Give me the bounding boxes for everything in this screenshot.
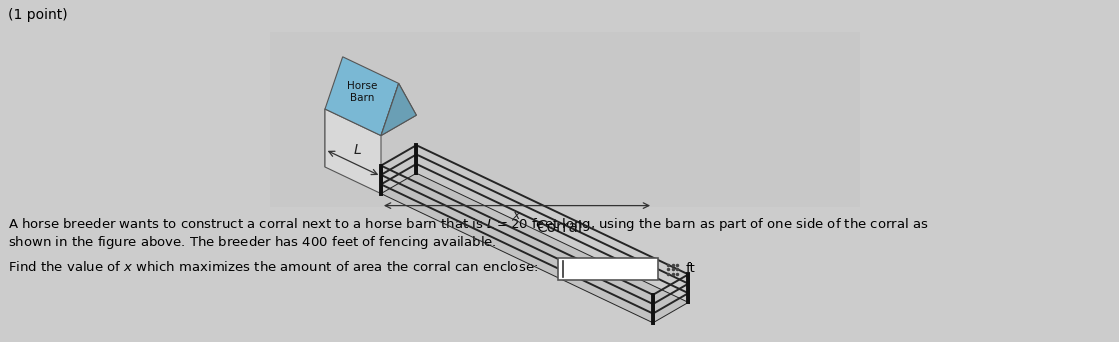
Text: $\mathit{x}$: $\mathit{x}$: [513, 209, 521, 222]
Text: shown in the figure above. The breeder has $400$ feet of fencing available.: shown in the figure above. The breeder h…: [8, 234, 497, 251]
Bar: [270, 32, 861, 207]
Polygon shape: [325, 57, 398, 135]
Text: (1 point): (1 point): [8, 8, 67, 22]
Polygon shape: [325, 89, 360, 167]
Polygon shape: [380, 173, 688, 323]
Polygon shape: [325, 109, 380, 194]
Text: Corral: Corral: [537, 221, 583, 236]
Polygon shape: [380, 83, 416, 135]
Text: A horse breeder wants to construct a corral next to a horse barn that is $L = 20: A horse breeder wants to construct a cor…: [8, 216, 929, 233]
Text: Horse
Barn: Horse Barn: [347, 81, 377, 103]
Text: ft: ft: [686, 263, 696, 276]
Bar: [558, 258, 658, 280]
Text: Find the value of $x$ which maximizes the amount of area the corral can enclose:: Find the value of $x$ which maximizes th…: [8, 260, 538, 274]
Text: $\mathit{L}$: $\mathit{L}$: [352, 143, 361, 157]
Polygon shape: [380, 83, 416, 135]
